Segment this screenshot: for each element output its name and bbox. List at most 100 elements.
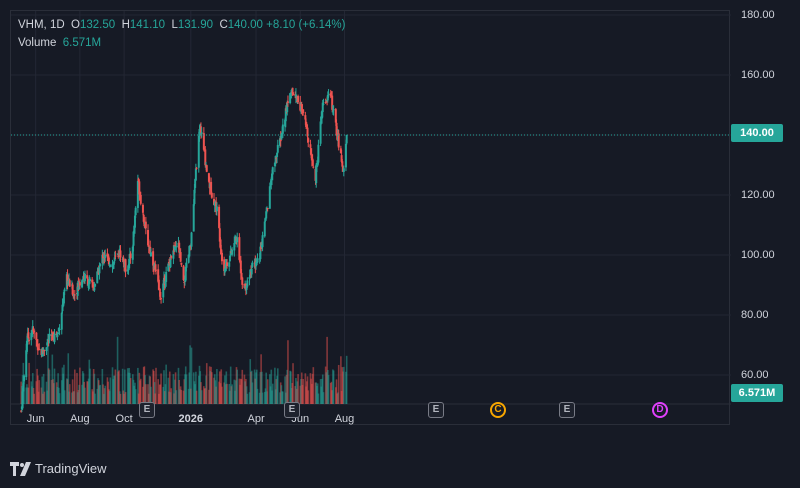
candle-body[interactable]	[32, 328, 35, 332]
candle-body[interactable]	[60, 312, 63, 330]
candle-body[interactable]	[182, 265, 185, 281]
candle-body[interactable]	[20, 410, 23, 412]
candle-body[interactable]	[190, 232, 193, 247]
candle-body[interactable]	[297, 96, 300, 103]
candle-body[interactable]	[255, 263, 258, 265]
price-chart[interactable]: Jun Aug Oct 2026 Apr Jun Aug	[11, 11, 731, 426]
candle-body[interactable]	[62, 302, 65, 307]
candle-body[interactable]	[187, 254, 190, 263]
candle-body[interactable]	[344, 143, 347, 168]
candle-body[interactable]	[334, 109, 337, 123]
candle-body[interactable]	[213, 202, 216, 206]
candle-body[interactable]	[46, 342, 49, 346]
candle-body[interactable]	[234, 238, 237, 244]
candle-body[interactable]	[62, 292, 65, 304]
candle-body[interactable]	[231, 249, 234, 255]
candle-body[interactable]	[284, 108, 287, 122]
candle-body[interactable]	[250, 268, 253, 275]
candle-body[interactable]	[152, 251, 155, 266]
candle-body[interactable]	[102, 254, 105, 259]
candle-body[interactable]	[158, 289, 161, 291]
candle-body[interactable]	[340, 155, 343, 162]
candle-body[interactable]	[341, 161, 344, 167]
candle-body[interactable]	[165, 272, 168, 282]
candle-body[interactable]	[286, 101, 289, 103]
candle-body[interactable]	[260, 245, 263, 249]
candle-body[interactable]	[300, 104, 303, 111]
candle-body[interactable]	[317, 144, 320, 163]
candle-body[interactable]	[53, 333, 56, 343]
candle-body[interactable]	[78, 282, 81, 286]
candle-body[interactable]	[332, 109, 335, 111]
candle-body[interactable]	[326, 101, 329, 103]
candle-body[interactable]	[205, 165, 208, 172]
candle-body[interactable]	[129, 253, 132, 259]
tradingview-brand[interactable]: TradingView	[10, 461, 107, 476]
corporate-event-marker[interactable]: C	[490, 402, 506, 418]
candle-body[interactable]	[215, 206, 218, 212]
candle-body[interactable]	[167, 263, 170, 271]
candle-body[interactable]	[345, 135, 348, 144]
candle-body[interactable]	[213, 198, 215, 205]
candle-body[interactable]	[259, 246, 262, 260]
candle-body[interactable]	[192, 204, 195, 232]
candle-body[interactable]	[88, 279, 91, 285]
candle-body[interactable]	[271, 167, 274, 175]
candle-body[interactable]	[193, 189, 196, 205]
candle-body[interactable]	[157, 269, 160, 282]
candle-body[interactable]	[63, 289, 66, 292]
candle-body[interactable]	[126, 269, 129, 272]
candle-body[interactable]	[36, 340, 39, 343]
candle-body[interactable]	[233, 243, 236, 251]
candle-body[interactable]	[239, 260, 242, 274]
candle-body[interactable]	[305, 121, 308, 127]
candle-body[interactable]	[163, 275, 166, 286]
candle-body[interactable]	[307, 138, 310, 143]
candle-body[interactable]	[172, 250, 175, 259]
candle-body[interactable]	[86, 278, 89, 286]
candle-body[interactable]	[251, 263, 254, 267]
candle-body[interactable]	[246, 280, 249, 287]
candle-body[interactable]	[194, 168, 197, 181]
candle-body[interactable]	[91, 279, 94, 283]
candle-body[interactable]	[315, 164, 318, 184]
candle-body[interactable]	[280, 133, 283, 140]
candle-body[interactable]	[199, 126, 202, 134]
candle-body[interactable]	[139, 194, 142, 204]
candle-body[interactable]	[147, 230, 150, 246]
candle-body[interactable]	[149, 252, 152, 257]
candle-body[interactable]	[78, 282, 81, 290]
candle-body[interactable]	[197, 135, 200, 168]
candle-body[interactable]	[124, 259, 127, 272]
candle-body[interactable]	[136, 180, 139, 208]
candle-body[interactable]	[137, 178, 140, 182]
symbol-label[interactable]: VHM, 1D	[18, 19, 65, 31]
candle-body[interactable]	[83, 273, 86, 282]
candle-body[interactable]	[128, 258, 131, 269]
candle-body[interactable]	[168, 261, 171, 263]
candle-body[interactable]	[324, 102, 327, 104]
candle-body[interactable]	[119, 250, 122, 258]
candle-body[interactable]	[204, 149, 207, 166]
volume-label[interactable]: Volume	[18, 37, 57, 49]
candle-body[interactable]	[41, 350, 44, 352]
candle-body[interactable]	[138, 181, 141, 195]
candle-body[interactable]	[174, 245, 177, 247]
candle-body[interactable]	[76, 282, 79, 296]
candle-body[interactable]	[256, 258, 259, 263]
candle-body[interactable]	[220, 249, 223, 251]
candle-body[interactable]	[169, 258, 172, 268]
earnings-event-marker[interactable]: E	[428, 402, 444, 418]
candle-body[interactable]	[86, 275, 89, 279]
earnings-event-marker[interactable]: E	[139, 402, 155, 418]
candle-body[interactable]	[302, 109, 305, 114]
candle-body[interactable]	[61, 304, 64, 312]
candle-body[interactable]	[310, 148, 313, 156]
candle-body[interactable]	[36, 343, 39, 351]
candle-body[interactable]	[101, 254, 104, 264]
earnings-event-marker[interactable]: E	[284, 402, 300, 418]
candle-body[interactable]	[198, 129, 201, 136]
candle-body[interactable]	[25, 340, 28, 352]
candle-body[interactable]	[321, 102, 324, 113]
candle-body[interactable]	[89, 279, 92, 282]
